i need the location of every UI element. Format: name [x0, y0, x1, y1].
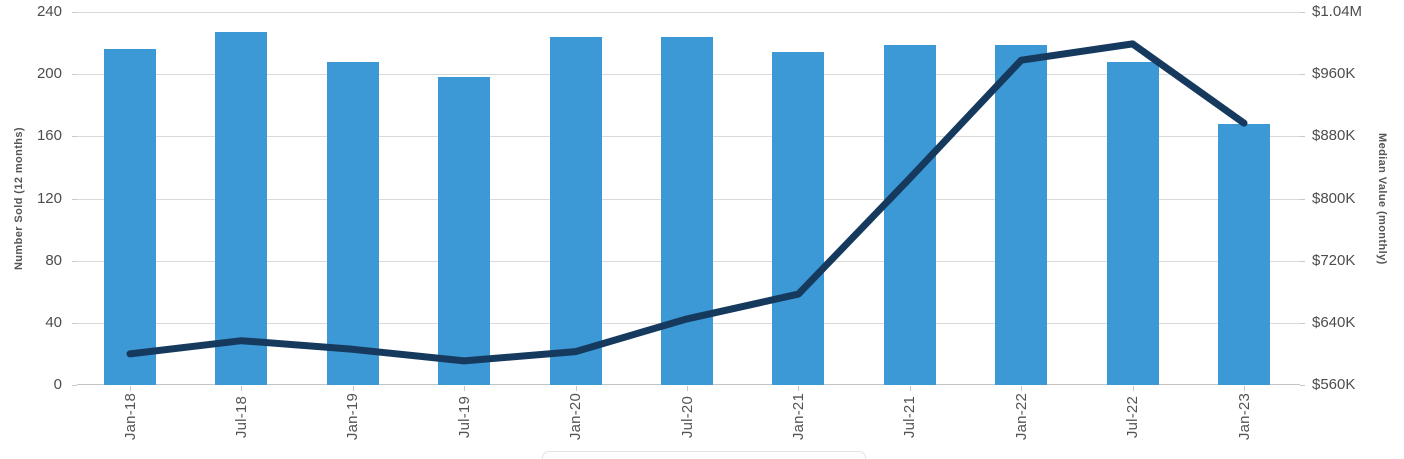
- gridline: [77, 12, 1300, 13]
- axis-tick-mark: [1300, 260, 1305, 262]
- median-value-line[interactable]: [126, 40, 1248, 365]
- x-axis-tick-mark: [575, 386, 577, 391]
- legend-box[interactable]: [542, 451, 866, 459]
- axis-tick-mark: [72, 74, 77, 76]
- right-axis-title: Median Value (monthly): [1376, 12, 1388, 385]
- y-axis-tick-label-left: 200: [36, 65, 62, 83]
- x-axis-tick-label: Jan-18: [119, 391, 141, 443]
- x-axis-tick-label: Jan-21: [787, 391, 809, 443]
- x-axis-tick-mark: [1132, 386, 1134, 391]
- bar[interactable]: [104, 49, 156, 385]
- bar[interactable]: [995, 44, 1048, 385]
- axis-tick-mark: [72, 12, 77, 13]
- axis-tick-mark: [1300, 12, 1305, 13]
- y-axis-tick-label-right: $1.04M: [1312, 3, 1363, 20]
- y-axis-tick-label-left: 160: [36, 127, 62, 145]
- y-axis-tick-label-right: $880K: [1312, 127, 1356, 145]
- plot-area: [77, 12, 1300, 385]
- x-axis-tick-label: Jul-18: [230, 391, 252, 443]
- y-axis-tick-label-left: 120: [36, 189, 62, 207]
- x-axis-tick-label: Jan-22: [1010, 391, 1032, 443]
- axis-tick-mark: [72, 260, 77, 262]
- axis-tick-mark: [1300, 198, 1305, 200]
- axis-tick-mark: [72, 385, 77, 386]
- y-axis-tick-label-left: 80: [45, 251, 62, 269]
- axis-tick-mark: [1300, 74, 1305, 76]
- bar[interactable]: [549, 36, 602, 385]
- x-axis-tick-label: Jul-20: [676, 391, 698, 443]
- bar[interactable]: [438, 77, 491, 385]
- x-axis-tick-label-text: Jan-18: [121, 393, 139, 441]
- x-axis-tick-label-text: Jul-18: [232, 395, 250, 439]
- x-axis-tick-mark: [241, 386, 243, 391]
- x-axis-tick-mark: [687, 386, 688, 391]
- bar[interactable]: [215, 32, 268, 385]
- bar[interactable]: [1106, 61, 1159, 385]
- bar[interactable]: [883, 44, 936, 385]
- axis-tick-mark: [1300, 322, 1305, 324]
- y-axis-tick-label-right: $640K: [1312, 313, 1356, 331]
- x-axis-tick-label-text: Jan-21: [789, 393, 807, 441]
- axis-tick-mark: [72, 322, 77, 324]
- y-axis-tick-label-right: $560K: [1312, 376, 1356, 393]
- x-axis-tick-label: Jul-22: [1122, 391, 1144, 443]
- y-axis-tick-label-left: 240: [36, 3, 62, 20]
- x-axis-tick-label: Jan-20: [565, 391, 587, 443]
- y-axis-tick-label-left: 0: [53, 376, 62, 393]
- x-axis-tick-mark: [798, 386, 800, 391]
- x-axis-tick-mark: [130, 386, 131, 391]
- x-axis-tick-label: Jul-19: [453, 391, 475, 443]
- x-axis-tick-mark: [1244, 386, 1245, 391]
- x-axis-tick-mark: [1021, 386, 1023, 391]
- x-axis-tick-label-text: Jul-19: [455, 395, 473, 439]
- right-axis-title-text: Median Value (monthly): [1376, 132, 1388, 265]
- axis-tick-mark: [72, 198, 77, 200]
- x-axis-tick-label-text: Jul-20: [678, 395, 696, 439]
- x-axis-tick-label-text: Jan-19: [344, 393, 362, 441]
- x-axis-tick-label: Jul-21: [899, 391, 921, 443]
- bar[interactable]: [326, 61, 379, 385]
- bar[interactable]: [661, 36, 713, 385]
- y-axis-tick-label-right: $800K: [1312, 189, 1356, 207]
- x-axis-tick-label-text: Jan-20: [567, 393, 585, 441]
- x-axis-tick-label-text: Jul-21: [901, 395, 919, 439]
- x-axis-tick-label: Jan-23: [1233, 391, 1255, 443]
- x-axis-tick-mark: [909, 386, 911, 391]
- line-series-layer: [126, 40, 1248, 365]
- x-axis-tick-mark: [464, 386, 466, 391]
- y-axis-tick-label-right: $960K: [1312, 65, 1356, 83]
- x-axis-tick-label-text: Jan-23: [1235, 393, 1253, 441]
- x-axis-tick-label-text: Jul-22: [1124, 395, 1142, 439]
- x-axis-tick-label: Jan-19: [342, 391, 364, 443]
- y-axis-tick-label-left: 40: [45, 313, 62, 331]
- axis-tick-mark: [1300, 385, 1305, 386]
- bar[interactable]: [1218, 123, 1270, 385]
- y-axis-tick-label-right: $720K: [1312, 251, 1356, 269]
- x-axis-tick-mark: [352, 386, 354, 391]
- x-axis-tick-label-text: Jan-22: [1012, 393, 1030, 441]
- axis-tick-mark: [72, 136, 77, 138]
- axis-tick-mark: [1300, 136, 1305, 138]
- bar[interactable]: [772, 52, 825, 385]
